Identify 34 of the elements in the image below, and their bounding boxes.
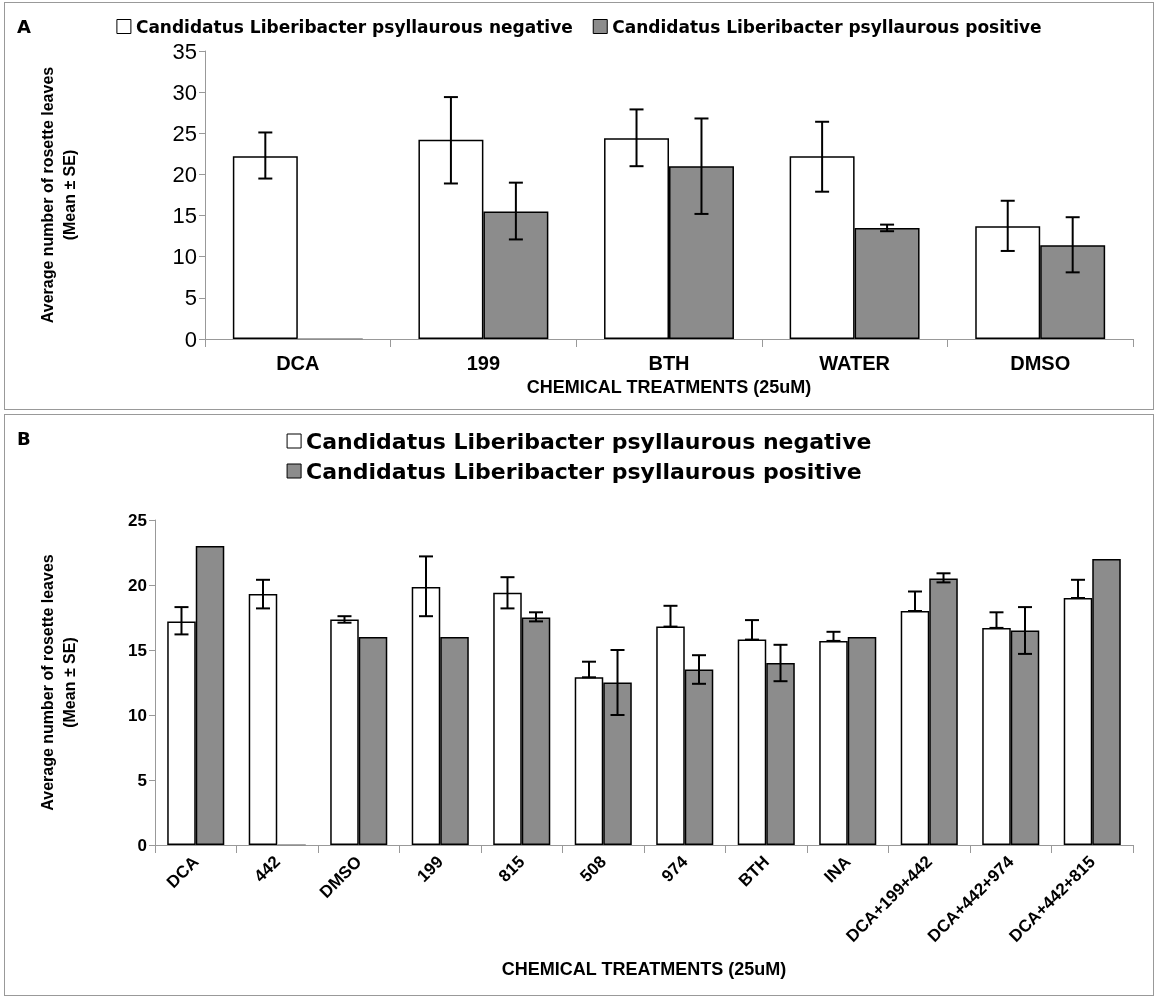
y-tick-label: 10 (172, 244, 197, 270)
y-tick-label: 35 (172, 38, 197, 64)
y-tick-label: 10 (128, 705, 147, 725)
y-axis-title: Average number of rosette leaves (Mean ± SE) (38, 554, 78, 811)
x-axis-title: CHEMICAL TREATMENTS (25uM) (501, 959, 787, 979)
text: B (17, 427, 31, 449)
x-tick-label: 199 (466, 352, 501, 374)
x-axis-title: CHEMICAL TREATMENTS (25uM) (526, 376, 812, 397)
y-tick-label: 20 (128, 575, 147, 595)
x-tick-label: WATER (819, 352, 891, 374)
y-tick-label: 20 (172, 161, 197, 187)
y-tick-label: 25 (172, 120, 197, 146)
text: A (17, 15, 31, 37)
x-tick-label: DMSO (1010, 352, 1071, 374)
x-tick-label: 442 (250, 852, 284, 886)
y-tick-label: 0 (184, 326, 197, 352)
y-tick-label: 15 (172, 203, 197, 229)
x-tick-label: 199 (413, 852, 447, 886)
y-tick-label: 5 (137, 770, 147, 790)
x-tick-label: 974 (657, 851, 692, 886)
y-tick-label: 5 (184, 285, 197, 311)
x-tick-label: DCA (276, 352, 320, 374)
legend-label: Candidatus Liberibacter psyllaurous negative (306, 428, 872, 454)
y-tick-label: 0 (137, 835, 147, 855)
y-tick-label: 30 (172, 79, 197, 105)
legend-label: Candidatus Liberibacter psyllaurous positive (612, 16, 1042, 37)
legend-label: Candidatus Liberibacter psyllaurous negative (135, 16, 573, 37)
y-tick-label: 25 (128, 510, 147, 530)
x-tick-label: 815 (494, 852, 529, 886)
legend-label: Candidatus Liberibacter psyllaurous positive (306, 458, 862, 484)
y-axis-title: Average number of rosette leaves (Mean ± SE) (38, 66, 78, 324)
x-tick-label: 508 (576, 852, 610, 886)
y-tick-label: 15 (128, 640, 147, 660)
x-tick-label: BTH (648, 352, 690, 374)
